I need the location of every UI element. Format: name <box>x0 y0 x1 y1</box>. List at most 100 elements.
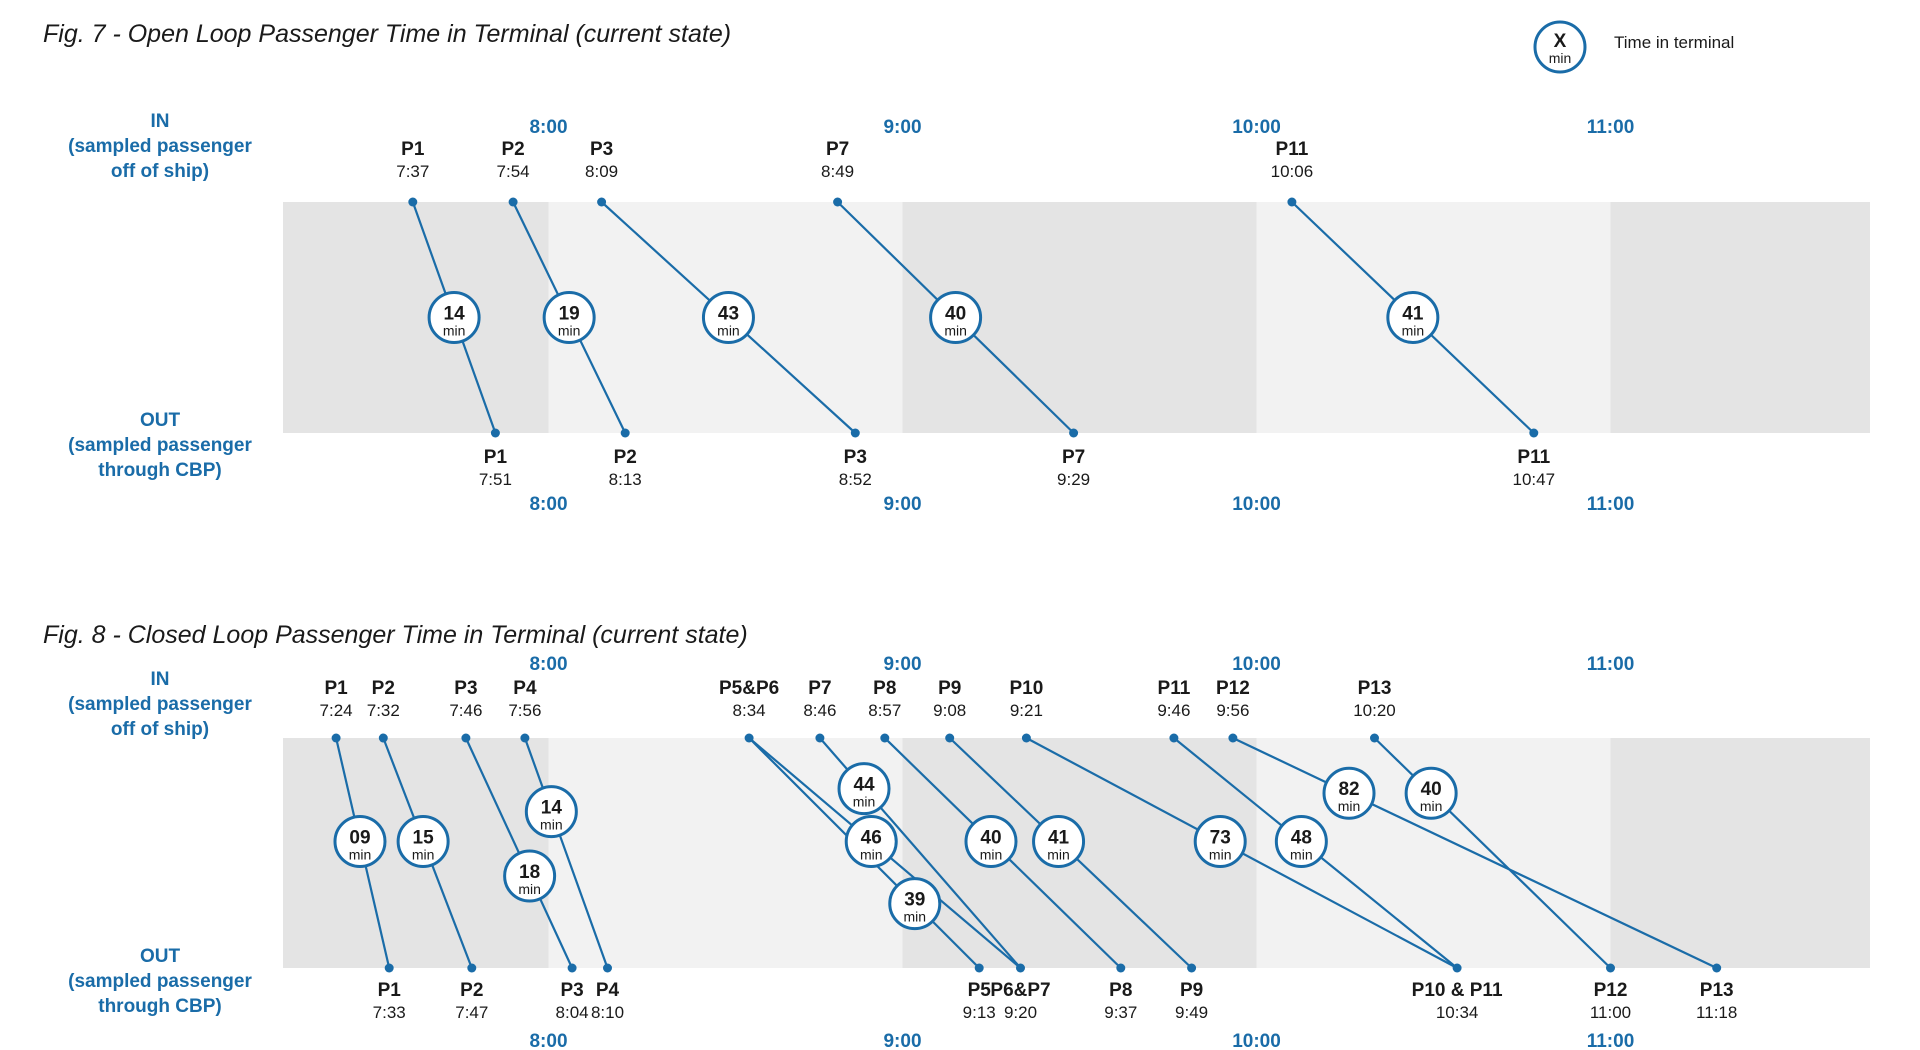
in-point-time: 8:49 <box>821 162 854 181</box>
duration-circle-icon <box>542 291 596 344</box>
duration-value: 19 <box>559 304 580 325</box>
badges: 09min15min18min14min39min46min44min40min… <box>333 762 1458 931</box>
in-point-name: P9 <box>938 678 961 699</box>
duration-circle-icon <box>1386 291 1440 344</box>
hour-label-bottom: 11:00 <box>1587 1031 1635 1050</box>
out-point-time: 10:34 <box>1436 1003 1479 1022</box>
in-point-dot <box>945 733 955 743</box>
in-point-dot <box>520 733 530 743</box>
out-point-name: P2 <box>614 447 637 468</box>
in-point-time: 7:46 <box>449 701 482 720</box>
in-point-time: 10:20 <box>1353 701 1396 720</box>
in-point-dot <box>331 733 341 743</box>
duration-unit: min <box>944 323 967 339</box>
figures: Fig. 7 - Open Loop Passenger Time in Ter… <box>43 20 1870 1050</box>
duration-value: 46 <box>861 828 882 849</box>
duration-circle-icon <box>1322 766 1376 820</box>
in-point-time: 8:46 <box>803 701 836 720</box>
out-point-name: P12 <box>1594 980 1628 1001</box>
in-point-dot <box>815 733 825 743</box>
hour-band <box>1610 202 1870 433</box>
hour-label-top: 8:00 <box>529 654 567 675</box>
hour-label-top: 11:00 <box>1587 654 1635 675</box>
hour-label-top: 8:00 <box>529 117 567 138</box>
in-point-dot <box>461 733 471 743</box>
in-point-dot <box>408 197 418 207</box>
in-point-name: P3 <box>590 139 613 160</box>
legend-symbol-unit: min <box>1549 50 1572 66</box>
out-point-name: P5 <box>968 980 992 1001</box>
time-link-line <box>1232 737 1718 969</box>
duration-circle-icon <box>844 815 898 868</box>
out-point-name: P3 <box>560 980 583 1001</box>
out-point-dot <box>467 963 477 973</box>
duration-circle-icon <box>427 291 481 344</box>
duration-circle-icon <box>701 291 755 344</box>
duration-value: 40 <box>945 304 966 325</box>
in-point-dot <box>597 197 607 207</box>
in-label: IN <box>151 111 170 132</box>
duration-value: 44 <box>853 775 875 796</box>
duration-circle-icon <box>888 877 942 931</box>
duration-circle-icon <box>396 815 450 868</box>
duration-circle-icon <box>1032 815 1086 868</box>
in-point-time: 7:37 <box>396 162 429 181</box>
in-point-name: P3 <box>454 678 477 699</box>
out-point-time: 11:00 <box>1590 1003 1631 1022</box>
out-point-time: 11:18 <box>1696 1003 1737 1022</box>
duration-value: 09 <box>349 828 370 849</box>
in-point-dot <box>378 733 388 743</box>
duration-unit: min <box>853 794 876 810</box>
in-point-name: P11 <box>1276 139 1309 160</box>
out-point-name: P9 <box>1180 980 1203 1001</box>
duration-unit: min <box>558 323 581 339</box>
duration-value: 73 <box>1210 828 1231 849</box>
out-label: OUT <box>140 410 181 431</box>
duration-circle-icon <box>1193 815 1247 868</box>
duration-unit: min <box>1047 847 1070 863</box>
duration-circle-icon <box>503 849 557 903</box>
duration-unit: min <box>412 847 435 863</box>
out-point-dot <box>603 963 612 973</box>
in-point-time: 9:08 <box>933 701 966 720</box>
in-label: off of ship) <box>111 161 209 182</box>
out-point-dot <box>384 963 394 973</box>
in-point-time: 9:56 <box>1216 701 1249 720</box>
duration-unit: min <box>717 323 740 339</box>
out-point-time: 9:29 <box>1057 470 1090 489</box>
hour-label-bottom: 8:00 <box>529 494 567 515</box>
duration-unit: min <box>518 881 541 897</box>
out-point-dot <box>490 428 500 438</box>
in-point-name: P13 <box>1358 678 1392 699</box>
duration-circle-icon <box>837 762 891 816</box>
duration-unit: min <box>903 909 926 925</box>
in-point-dot <box>1021 733 1031 743</box>
hour-label-top: 10:00 <box>1232 117 1281 138</box>
in-point-time: 9:46 <box>1157 701 1190 720</box>
out-label: (sampled passenger <box>68 971 252 992</box>
in-point-time: 10:06 <box>1271 162 1314 181</box>
out-point-time: 8:10 <box>591 1003 624 1022</box>
out-point-dot <box>1712 963 1722 973</box>
out-point-dot <box>620 428 630 438</box>
out-point-dot <box>1452 963 1462 973</box>
figure-1: Fig. 7 - Open Loop Passenger Time in Ter… <box>43 20 1870 515</box>
in-point-time: 7:56 <box>508 701 541 720</box>
duration-unit: min <box>1290 847 1313 863</box>
out-point-name: P7 <box>1062 447 1085 468</box>
duration-value: 40 <box>1421 779 1442 800</box>
out-point-name: P11 <box>1517 447 1550 468</box>
out-point-dot <box>1016 963 1025 973</box>
out-point-time: 8:04 <box>556 1003 589 1022</box>
